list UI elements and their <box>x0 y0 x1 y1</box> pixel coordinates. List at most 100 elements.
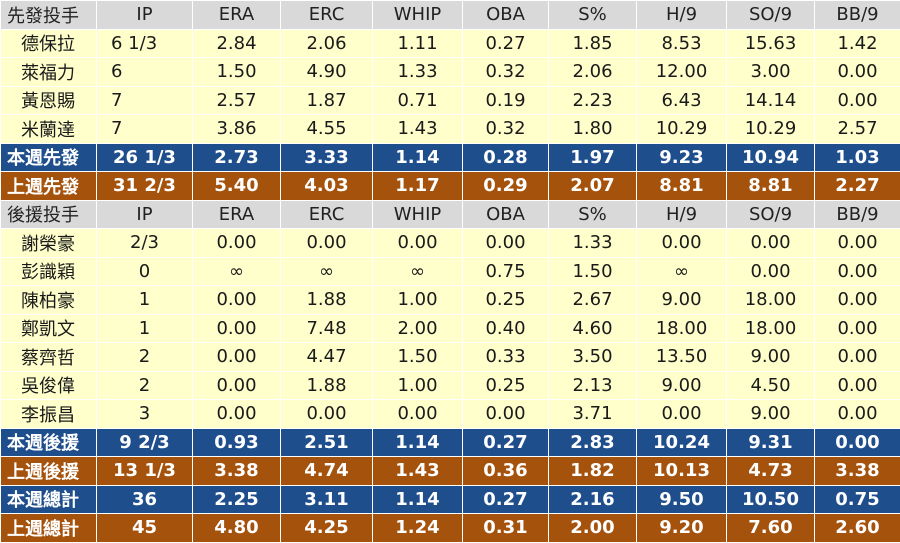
cell-oba: 0.40 <box>462 313 549 343</box>
row-label: 米蘭達 <box>0 114 97 144</box>
column-header: ERA <box>192 199 281 229</box>
cell-s: 1.85 <box>548 28 637 58</box>
cell-whip: 0.00 <box>372 228 463 258</box>
cell-so9: 0.00 <box>726 228 815 258</box>
cell-whip: 1.33 <box>372 57 463 87</box>
cell-whip: 1.17 <box>372 171 463 201</box>
cell-s: 1.80 <box>548 114 637 144</box>
column-header: S% <box>548 199 637 229</box>
cell-oba: 0.00 <box>462 228 549 258</box>
cell-oba: 0.36 <box>462 456 549 486</box>
table-row: 黃恩賜 7 2.57 1.87 0.71 0.19 2.23 6.43 14.14 0.00 <box>0 85 900 115</box>
column-header: S% <box>548 0 637 30</box>
cell-so9: 14.14 <box>726 85 815 115</box>
cell-ip: 6 1/3 <box>96 28 193 58</box>
table-row: 萊福力 6 1.50 4.90 1.33 0.32 2.06 12.00 3.00 0.00 <box>0 57 900 87</box>
cell-h9: 9.20 <box>636 513 727 543</box>
row-label: 吳俊偉 <box>0 370 97 400</box>
cell-bb9: 2.27 <box>814 171 900 201</box>
row-label: 鄭凱文 <box>0 313 97 343</box>
cell-ip: 13 1/3 <box>96 456 193 486</box>
cell-h9: 8.81 <box>636 171 727 201</box>
cell-erc: 4.25 <box>280 513 373 543</box>
cell-oba: 0.32 <box>462 114 549 144</box>
cell-s: 1.33 <box>548 228 637 258</box>
table-row: 德保拉 6 1/3 2.84 2.06 1.11 0.27 1.85 8.53 15.63 1.4… <box>0 28 900 58</box>
cell-erc: 0.00 <box>280 228 373 258</box>
cell-so9: 4.50 <box>726 370 815 400</box>
cell-oba: 0.27 <box>462 427 549 457</box>
cell-oba: 0.00 <box>462 399 549 429</box>
cell-era: 1.50 <box>192 57 281 87</box>
cell-ip: 26 1/3 <box>96 142 193 172</box>
cell-bb9: 0.00 <box>814 85 900 115</box>
cell-bb9: 0.00 <box>814 399 900 429</box>
cell-so9: 10.94 <box>726 142 815 172</box>
cell-bb9: 2.57 <box>814 114 900 144</box>
cell-bb9: 0.00 <box>814 256 900 286</box>
cell-ip: 2 <box>96 342 193 372</box>
cell-h9: 6.43 <box>636 85 727 115</box>
cell-s: 2.13 <box>548 370 637 400</box>
cell-era: 2.84 <box>192 28 281 58</box>
cell-whip: 1.14 <box>372 427 463 457</box>
totals-last-week-row: 上週總計 45 4.80 4.25 1.24 0.31 2.00 9.20 7.60 2.60 <box>0 513 900 543</box>
column-header: IP <box>96 199 193 229</box>
column-header: BB/9 <box>814 0 900 30</box>
cell-oba: 0.29 <box>462 171 549 201</box>
cell-whip: 1.50 <box>372 342 463 372</box>
cell-h9: 10.29 <box>636 114 727 144</box>
cell-era: 0.00 <box>192 285 281 315</box>
cell-s: 1.82 <box>548 456 637 486</box>
table-row: 陳柏豪 1 0.00 1.88 1.00 0.25 2.67 9.00 18.00 0.00 <box>0 285 900 315</box>
cell-erc: 0.00 <box>280 399 373 429</box>
cell-h9: 10.24 <box>636 427 727 457</box>
cell-s: 1.97 <box>548 142 637 172</box>
starters-last-week-row: 上週先發 31 2/3 5.40 4.03 1.17 0.29 2.07 8.81 8.81 2.… <box>0 171 900 201</box>
cell-so9: 18.00 <box>726 285 815 315</box>
cell-era: 0.00 <box>192 342 281 372</box>
cell-h9: 9.00 <box>636 370 727 400</box>
cell-so9: 10.29 <box>726 114 815 144</box>
cell-ip: 45 <box>96 513 193 543</box>
cell-era: 0.00 <box>192 228 281 258</box>
cell-so9: 7.60 <box>726 513 815 543</box>
column-header: ERA <box>192 0 281 30</box>
cell-era: 2.25 <box>192 484 281 514</box>
cell-era: 0.00 <box>192 313 281 343</box>
row-label: 萊福力 <box>0 57 97 87</box>
cell-h9: 13.50 <box>636 342 727 372</box>
column-header: SO/9 <box>726 199 815 229</box>
row-label: 李振昌 <box>0 399 97 429</box>
row-label: 上週後援 <box>0 456 97 486</box>
cell-era: 0.93 <box>192 427 281 457</box>
row-label: 彭識穎 <box>0 256 97 286</box>
cell-erc: 2.06 <box>280 28 373 58</box>
cell-h9: 12.00 <box>636 57 727 87</box>
column-header: H/9 <box>636 0 727 30</box>
cell-oba: 0.28 <box>462 142 549 172</box>
cell-h9: 0.00 <box>636 228 727 258</box>
cell-erc: 2.51 <box>280 427 373 457</box>
table-row: 蔡齊哲 2 0.00 4.47 1.50 0.33 3.50 13.50 9.00 0.00 <box>0 342 900 372</box>
cell-erc: 1.87 <box>280 85 373 115</box>
cell-whip: 2.00 <box>372 313 463 343</box>
cell-bb9: 1.03 <box>814 142 900 172</box>
column-header: IP <box>96 0 193 30</box>
cell-ip: 31 2/3 <box>96 171 193 201</box>
cell-whip: 1.00 <box>372 370 463 400</box>
cell-ip: 3 <box>96 399 193 429</box>
cell-whip: 1.14 <box>372 484 463 514</box>
cell-h9: 9.23 <box>636 142 727 172</box>
cell-so9: 4.73 <box>726 456 815 486</box>
cell-erc: 4.74 <box>280 456 373 486</box>
cell-bb9: 0.00 <box>814 228 900 258</box>
cell-s: 2.06 <box>548 57 637 87</box>
cell-era: 0.00 <box>192 370 281 400</box>
cell-ip: 7 <box>96 114 193 144</box>
cell-h9: 8.53 <box>636 28 727 58</box>
relievers-last-week-row: 上週後援 13 1/3 3.38 4.74 1.43 0.36 1.82 10.13 4.73 3… <box>0 456 900 486</box>
cell-era: 3.86 <box>192 114 281 144</box>
column-header: ERC <box>280 0 373 30</box>
